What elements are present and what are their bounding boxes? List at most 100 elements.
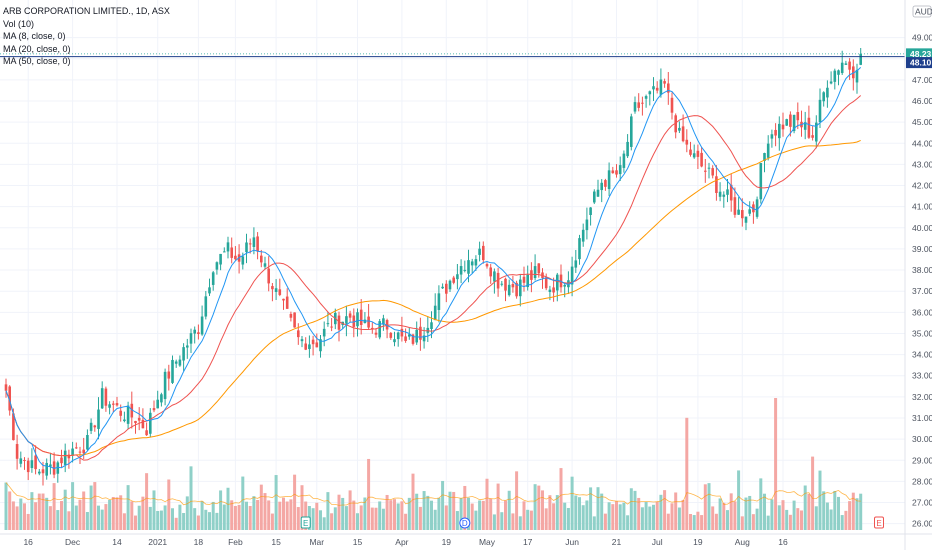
candle-body (811, 135, 814, 138)
time-axis[interactable]: 16 Dec 14 2021 18 Feb 15 Mar 15 Apr 19 May 17 Jun 21 Ju… (0, 533, 932, 547)
volume-bar (689, 514, 692, 530)
volume-bar (26, 513, 30, 530)
symbol-title[interactable]: ARB CORPORATION LIMITED., 1D, ASX (3, 6, 170, 16)
candle-body (641, 102, 644, 104)
candle-body (75, 447, 78, 449)
candle-body (533, 266, 537, 279)
candle-body (452, 277, 455, 283)
candle-body (840, 62, 844, 74)
volume-bar (770, 499, 774, 530)
volume-bar (726, 510, 729, 530)
volume-bar (785, 509, 789, 530)
y-tick-label: 47.00 (912, 75, 932, 85)
candle-body (766, 143, 770, 158)
volume-bar (659, 494, 663, 530)
volume-bar (700, 515, 704, 530)
y-tick-label: 38.00 (912, 265, 932, 275)
volume-bar (215, 512, 219, 530)
candle-body (822, 92, 825, 102)
volume-bar (803, 485, 807, 530)
volume-bar (844, 510, 848, 530)
volume-bar (337, 494, 341, 530)
volume-bar (692, 515, 696, 530)
event-marker-label: E (876, 519, 881, 528)
volume-bar (241, 476, 245, 530)
candle-body (648, 91, 652, 95)
volume-bar (208, 512, 211, 530)
volume-bar (681, 499, 685, 530)
volume-bar (585, 500, 589, 530)
volume-bar (618, 504, 622, 530)
volume-bar (622, 502, 626, 530)
volume-bar (544, 508, 548, 530)
volume-bar (855, 498, 859, 530)
candle-body (456, 274, 459, 280)
candle-body (200, 316, 204, 335)
volume-bar (104, 504, 108, 530)
volume-bar (822, 491, 826, 530)
volume-bar (518, 516, 522, 530)
x-tick-label: 19 (442, 537, 452, 547)
volume-bar (171, 508, 174, 530)
candle-body (844, 63, 848, 65)
candle-body (126, 405, 130, 424)
candle-body (581, 229, 585, 242)
volume-bar (444, 505, 448, 530)
candle-body (252, 237, 256, 248)
volume-bar (807, 493, 811, 530)
candle-body (759, 163, 763, 200)
candle-body (145, 430, 148, 436)
volume-bar (259, 484, 263, 530)
volume-bar (744, 497, 748, 530)
legend-ma-50[interactable]: MA (50, close, 0) (3, 56, 71, 66)
volume-bar (23, 503, 26, 530)
legend-ma-20[interactable]: MA (20, close, 0) (3, 43, 71, 54)
candle-body (160, 394, 163, 403)
candle-body (522, 276, 526, 283)
volume-bar (515, 471, 519, 530)
y-tick-label: 34.00 (912, 350, 932, 360)
legend-ma-8[interactable]: MA (8, close, 0) (3, 31, 66, 41)
volume-bar (566, 507, 570, 530)
candle-body (685, 139, 689, 145)
candle-body (408, 334, 411, 337)
candle-body (633, 102, 637, 112)
candle-body (781, 124, 785, 130)
candle-body (630, 116, 633, 147)
candle-body (704, 170, 707, 172)
volume-bar (718, 498, 722, 530)
volume-bar (293, 474, 297, 530)
candle-body (670, 97, 674, 113)
volume-bar (811, 456, 815, 530)
last-price-badge (906, 48, 932, 60)
candle-body (737, 209, 740, 215)
volume-bar (670, 503, 674, 530)
candle-body (226, 242, 230, 252)
candle-body (285, 296, 289, 309)
volume-bar (578, 497, 581, 530)
event-marker-icon (459, 517, 471, 529)
y-tick-label: 39.00 (912, 244, 932, 254)
volume-bar (644, 501, 648, 530)
candle-body (41, 469, 45, 474)
volume-bar (777, 505, 781, 530)
volume-bar (763, 493, 766, 530)
volume-bar (245, 501, 248, 530)
volume-bar (56, 510, 60, 530)
volume-bar (370, 507, 374, 530)
legend-volume[interactable]: Vol (10) (3, 18, 35, 29)
volume-bar (615, 501, 618, 530)
candle-body (4, 384, 8, 391)
volume-bar (174, 517, 178, 530)
candle-body (274, 288, 278, 292)
candle-body (345, 316, 348, 324)
volume-bar (607, 502, 611, 530)
candle-body (322, 328, 326, 337)
candle-body (563, 285, 566, 287)
candle-body (204, 296, 208, 317)
candle-body (859, 53, 862, 65)
volume-bar (367, 458, 371, 530)
price-axis[interactable]: 49.0048.0047.0046.0045.0044.0043.0042.00… (904, 0, 932, 550)
candle-body (49, 464, 52, 467)
